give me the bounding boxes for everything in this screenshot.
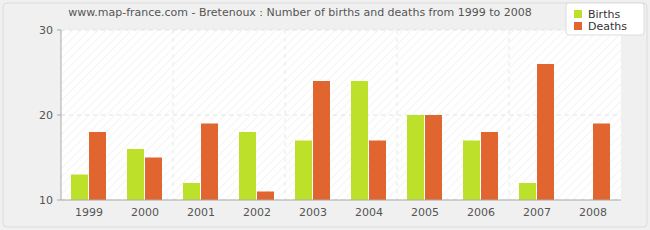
v-grid-line (173, 30, 174, 200)
bar (351, 81, 368, 200)
x-tick-label: 2002 (243, 206, 271, 219)
legend-swatch (574, 22, 582, 30)
bar (519, 183, 536, 200)
bar (537, 64, 554, 200)
grid-line (61, 30, 621, 31)
bar (295, 141, 312, 201)
x-tick-label: 2001 (187, 206, 215, 219)
bar (369, 141, 386, 201)
bar (201, 124, 218, 201)
bar (313, 81, 330, 200)
x-tick-label: 2007 (523, 206, 551, 219)
v-grid-line (397, 30, 398, 200)
bar (71, 175, 88, 201)
bar (481, 132, 498, 200)
y-tick (57, 30, 61, 31)
title: www.map-france.com - Bretenoux : Number … (68, 6, 532, 19)
y-tick (57, 200, 61, 201)
x-tick-label: 2005 (411, 206, 439, 219)
bar (145, 158, 162, 201)
x-tick-label: 2000 (131, 206, 159, 219)
x-tick-label: 2006 (467, 206, 495, 219)
bar (127, 149, 144, 200)
x-axis (61, 200, 621, 201)
x-tick-label: 2004 (355, 206, 383, 219)
v-grid-line (285, 30, 286, 200)
x-tick-label: 1999 (75, 206, 103, 219)
x-tick-label: 2003 (299, 206, 327, 219)
background (0, 0, 650, 230)
bar (463, 141, 480, 201)
bar (257, 192, 274, 201)
bar (239, 132, 256, 200)
bar (183, 183, 200, 200)
bar (407, 115, 424, 200)
bars (71, 64, 610, 200)
legend: BirthsDeaths (566, 3, 644, 35)
bar (593, 124, 610, 201)
legend-label: Deaths (588, 20, 627, 33)
legend-box (566, 3, 644, 35)
legend-swatch (574, 10, 582, 18)
y-tick-label: 20 (39, 109, 53, 122)
bar (89, 132, 106, 200)
y-tick-label: 30 (39, 24, 53, 37)
x-tick-label: 2008 (579, 206, 607, 219)
y-tick-label: 10 (39, 194, 53, 207)
bar (425, 115, 442, 200)
y-tick (57, 115, 61, 116)
v-grid-line (509, 30, 510, 200)
outer-frame (3, 3, 647, 227)
grid-line (61, 200, 621, 201)
y-axis (61, 30, 62, 200)
plot-area (61, 30, 621, 200)
